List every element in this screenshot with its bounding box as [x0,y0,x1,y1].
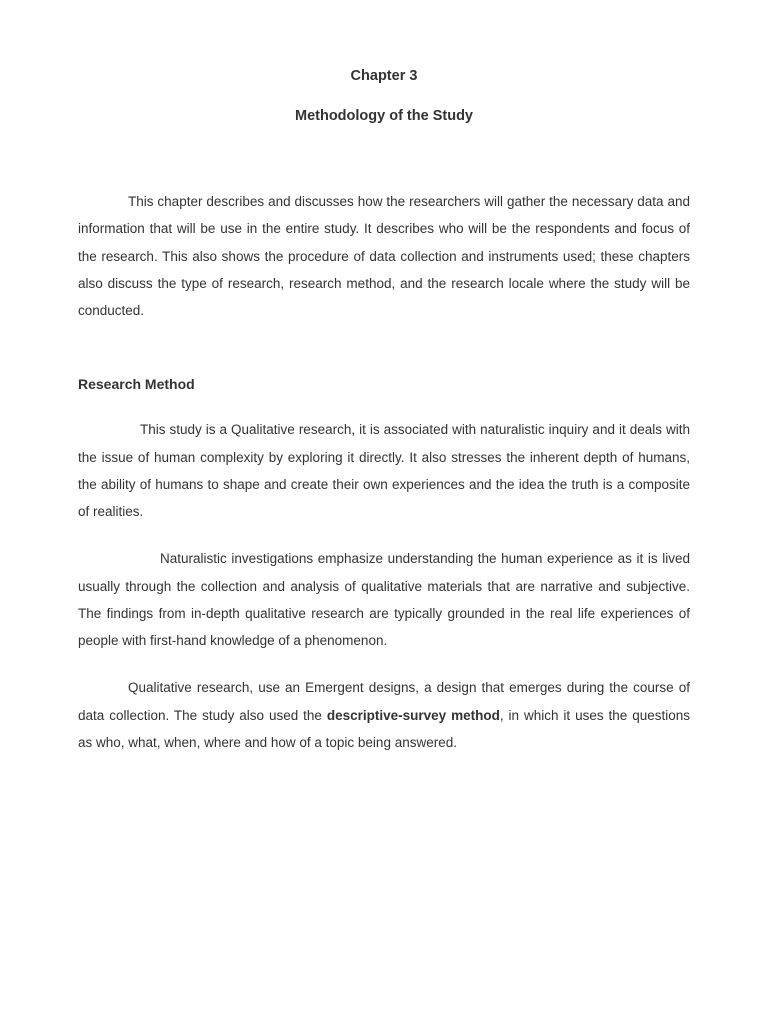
section-heading: Research Method [78,376,690,392]
body-paragraph-3: Qualitative research, use an Emergent de… [78,674,690,756]
para3-bold-term: descriptive-survey method [327,708,500,723]
chapter-number: Chapter 3 [78,68,690,84]
body-paragraph-2: Naturalistic investigations emphasize un… [78,545,690,654]
intro-paragraph: This chapter describes and discusses how… [78,188,690,324]
body-paragraph-1: This study is a Qualitative research, it… [78,416,690,525]
chapter-title: Methodology of the Study [78,108,690,124]
